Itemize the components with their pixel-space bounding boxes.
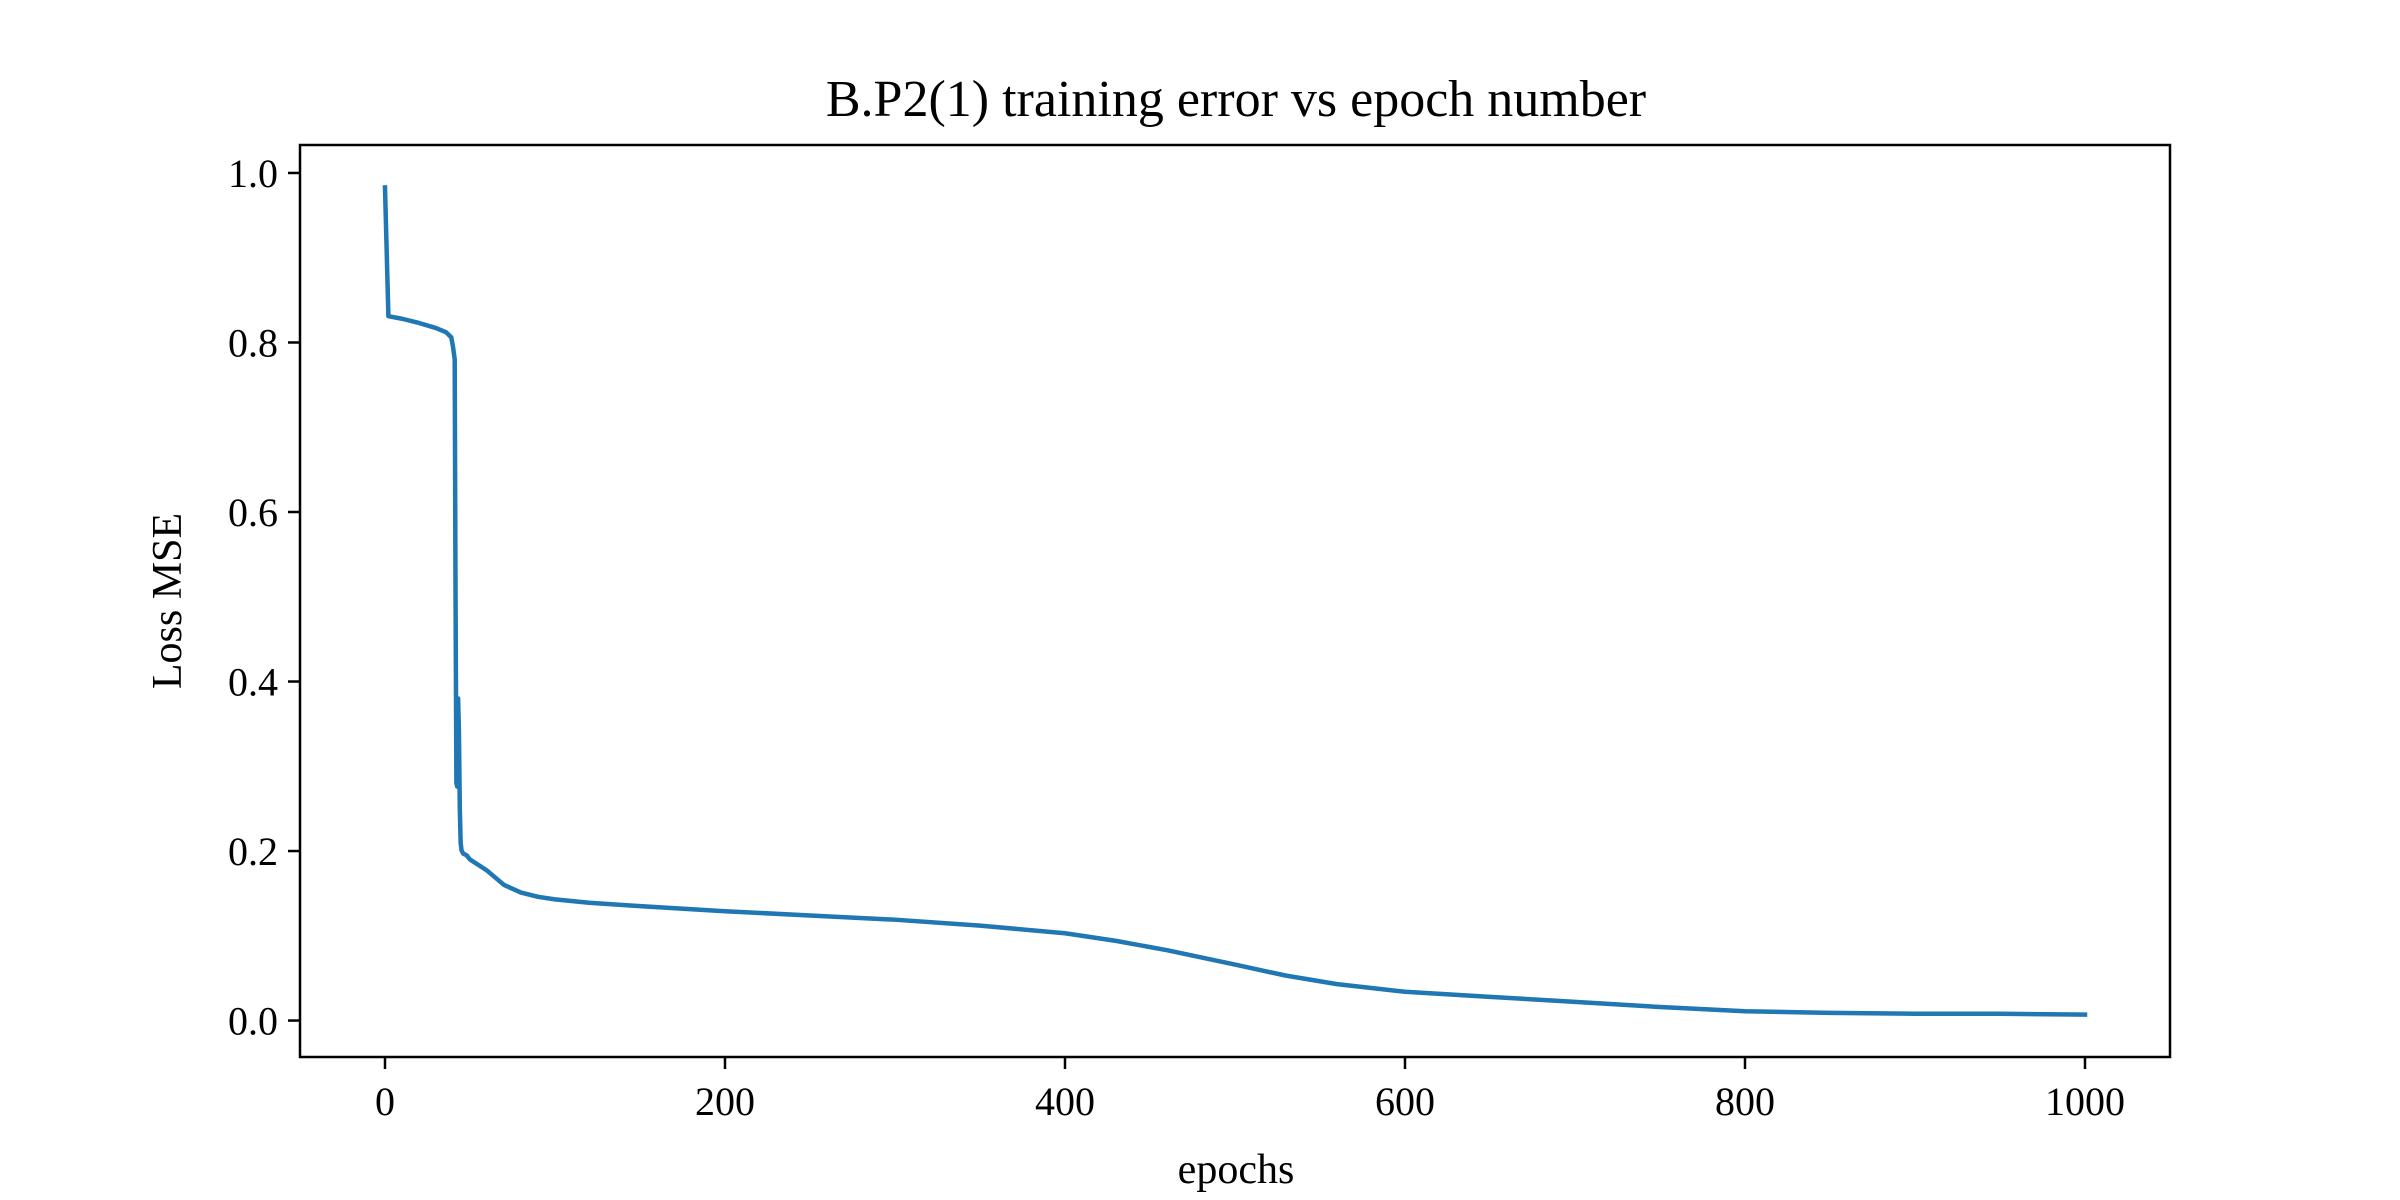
plot-area [382, 185, 2088, 1017]
x-tick-label: 600 [1375, 1079, 1435, 1124]
y-tick-label: 0.2 [228, 829, 278, 874]
y-tick-label: 0.6 [228, 490, 278, 535]
y-tick-label: 0.8 [228, 320, 278, 365]
x-tick-label: 200 [695, 1079, 755, 1124]
series-line-0 [382, 185, 2088, 1017]
y-tick-label: 1.0 [228, 151, 278, 196]
x-tick-label: 800 [1715, 1079, 1775, 1124]
x-tick-label: 0 [375, 1079, 395, 1124]
y-tick-label: 0.0 [228, 999, 278, 1044]
y-tick-label: 0.4 [228, 660, 278, 705]
y-axis: 0.0 0.2 0.4 0.6 0.8 1.0 [228, 151, 300, 1044]
x-axis-label: epochs [1178, 1147, 1295, 1193]
x-tick-label: 400 [1035, 1079, 1095, 1124]
x-tick-label: 1000 [2045, 1079, 2125, 1124]
axes-frame [298, 143, 2172, 1059]
y-axis-label: Loss MSE [145, 513, 191, 689]
chart-title: B.P2(1) training error vs epoch number [826, 71, 1646, 128]
x-axis: 0 200 400 600 800 1000 [375, 1057, 2125, 1124]
